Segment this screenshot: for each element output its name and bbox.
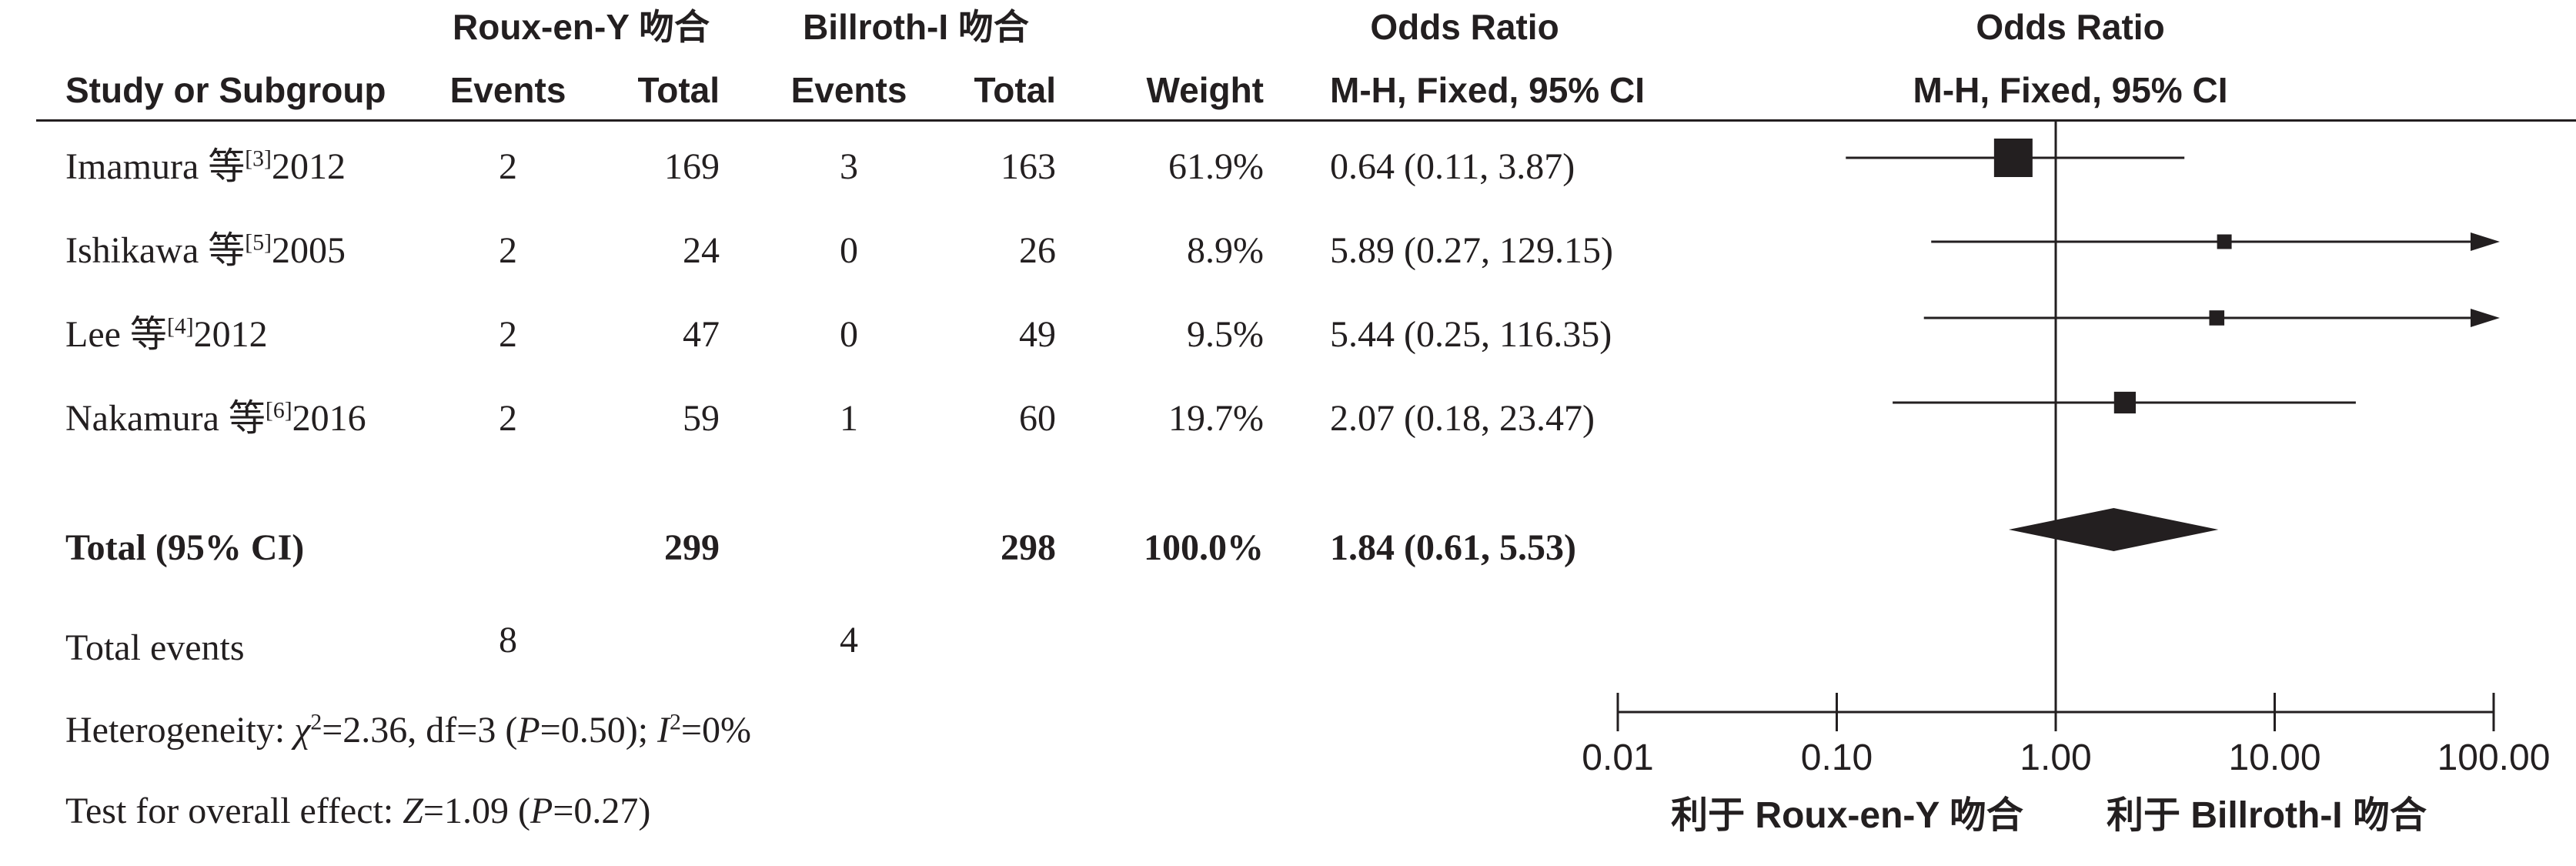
odds-ratio-header: Odds Ratio xyxy=(1370,7,1559,47)
total2-cell: 163 xyxy=(1001,146,1056,187)
pooled-ci: 1.84 (0.61, 5.53) xyxy=(1330,527,1576,568)
weight-column-header: Weight xyxy=(1146,70,1264,110)
total1-cell: 24 xyxy=(683,230,720,271)
x-tick-label: 100.00 xyxy=(2437,737,2551,778)
ci-arrow xyxy=(2471,232,2500,251)
ci-cell: 0.64 (0.11, 3.87) xyxy=(1330,146,1575,187)
events2-cell: 1 xyxy=(840,398,858,439)
effect-square xyxy=(1993,139,2033,177)
events2-cell: 0 xyxy=(840,314,858,355)
or-method-header: M-H, Fixed, 95% CI xyxy=(1330,70,1645,110)
events1-cell: 2 xyxy=(499,146,517,187)
favours-right-label: 利于 Billroth-I 吻合 xyxy=(2107,795,2427,836)
effect-square xyxy=(2209,310,2225,326)
heterogeneity-text: Heterogeneity: χ2=2.36, df=3 (P=0.50); I… xyxy=(65,709,751,751)
pooled-diamond xyxy=(2008,508,2219,551)
weight-cell: 61.9% xyxy=(1168,146,1264,187)
total-events-label: Total events xyxy=(65,627,245,668)
total2-cell: 49 xyxy=(1019,314,1056,355)
total-events2: 4 xyxy=(840,620,858,660)
x-tick-label: 0.01 xyxy=(1582,737,1653,778)
study-name: Ishikawa 等[5]2005 xyxy=(65,229,346,271)
total2-cell: 60 xyxy=(1019,398,1056,439)
study-name: Lee 等[4]2012 xyxy=(65,313,268,355)
weight-cell: 9.5% xyxy=(1187,314,1264,355)
ci-cell: 5.44 (0.25, 116.35) xyxy=(1330,314,1612,355)
total1-sum: 299 xyxy=(664,527,720,568)
favours-left-label: 利于 Roux-en-Y 吻合 xyxy=(1671,795,2023,836)
total1-cell: 47 xyxy=(683,314,720,355)
study-column-header: Study or Subgroup xyxy=(65,70,386,110)
effect-square xyxy=(2217,234,2232,249)
total-weight: 100.0% xyxy=(1144,527,1264,568)
total1-cell: 59 xyxy=(683,398,720,439)
header-rule xyxy=(36,119,2576,122)
events2-cell: 3 xyxy=(840,146,858,187)
x-tick-label: 10.00 xyxy=(2228,737,2320,778)
study-name: Nakamura 等[6]2016 xyxy=(65,397,366,439)
x-tick-label: 0.10 xyxy=(1801,737,1873,778)
study-ref: [6] xyxy=(265,397,292,423)
study-ref: [5] xyxy=(245,229,272,256)
plot-method-header: M-H, Fixed, 95% CI xyxy=(1913,70,2228,110)
plot-odds-ratio-header: Odds Ratio xyxy=(1976,7,2165,47)
total-label: Total (95% CI) xyxy=(65,527,305,568)
group1-header: Roux-en-Y 吻合 xyxy=(453,7,710,47)
weight-cell: 8.9% xyxy=(1187,230,1264,271)
total1-column-header: Total xyxy=(637,70,720,110)
total1-cell: 169 xyxy=(664,146,720,187)
ci-cell: 2.07 (0.18, 23.47) xyxy=(1330,398,1595,439)
study-ref: [3] xyxy=(245,145,272,172)
events1-cell: 2 xyxy=(499,230,517,271)
total-events1: 8 xyxy=(499,620,517,660)
events2-cell: 0 xyxy=(840,230,858,271)
overall-effect-text: Test for overall effect: Z=1.09 (P=0.27) xyxy=(65,791,651,831)
events1-cell: 2 xyxy=(499,398,517,439)
ci-arrow xyxy=(2471,309,2500,327)
ci-cell: 5.89 (0.27, 129.15) xyxy=(1330,230,1613,271)
total2-cell: 26 xyxy=(1019,230,1056,271)
x-tick-label: 1.00 xyxy=(2020,737,2091,778)
events2-column-header: Events xyxy=(790,70,907,110)
events1-column-header: Events xyxy=(449,70,566,110)
total2-column-header: Total xyxy=(974,70,1056,110)
study-name: Imamura 等[3]2012 xyxy=(65,145,346,187)
weight-cell: 19.7% xyxy=(1168,398,1264,439)
effect-square xyxy=(2113,391,2136,414)
study-ref: [4] xyxy=(166,313,194,339)
events1-cell: 2 xyxy=(499,314,517,355)
total2-sum: 298 xyxy=(1001,527,1056,568)
group2-header: Billroth-I 吻合 xyxy=(803,7,1029,47)
